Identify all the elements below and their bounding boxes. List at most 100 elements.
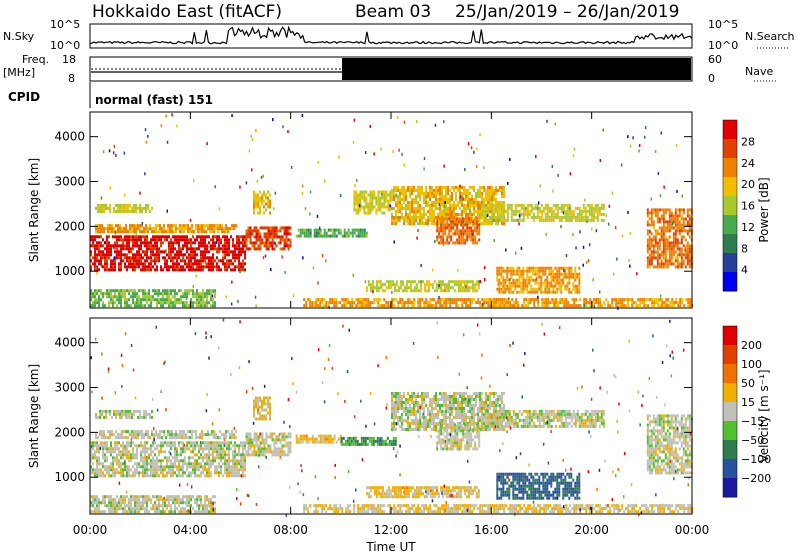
data-cell (265, 247, 268, 251)
data-cell (323, 228, 326, 232)
data-cell (684, 256, 687, 260)
data-cell (450, 235, 453, 239)
data-cell (161, 436, 163, 440)
data-cell (485, 189, 487, 192)
data-cell (174, 459, 176, 463)
data-cell (473, 298, 476, 302)
data-cell (172, 441, 174, 445)
data-cell (242, 259, 244, 263)
data-cell (466, 226, 469, 230)
data-cell (257, 202, 259, 206)
data-cell (565, 254, 568, 258)
data-cell (122, 462, 124, 466)
data-cell (208, 265, 210, 269)
data-cell (279, 241, 282, 245)
data-cell (520, 287, 523, 291)
data-cell (192, 235, 194, 239)
data-cell (110, 468, 112, 472)
data-cell (682, 217, 685, 221)
data-cell (520, 269, 523, 273)
data-cell (156, 468, 158, 472)
data-cell (132, 292, 134, 296)
data-cell (178, 241, 180, 245)
data-cell (240, 456, 242, 460)
data-cell (561, 298, 564, 302)
data-cell (415, 201, 417, 204)
data-cell (225, 436, 227, 440)
data-cell (112, 471, 114, 475)
data-cell (202, 256, 204, 260)
data-cell (409, 192, 411, 195)
data-cell (549, 301, 552, 305)
data-cell (98, 268, 100, 272)
data-cell (138, 253, 140, 257)
data-cell (242, 465, 244, 469)
data-cell (100, 244, 102, 248)
data-cell (646, 259, 649, 263)
data-cell (174, 268, 176, 272)
data-cell (112, 301, 114, 305)
data-cell (477, 283, 480, 287)
nsearch-tick-top: 10^5 (708, 18, 738, 31)
data-cell (562, 275, 565, 279)
data-cell (650, 220, 653, 224)
data-cell (112, 295, 114, 299)
data-cell (198, 259, 200, 263)
data-cell (191, 230, 193, 234)
data-cell (232, 474, 234, 478)
data-cell (309, 228, 312, 232)
power-data (90, 113, 694, 310)
data-cell (269, 226, 272, 230)
data-cell (313, 228, 316, 232)
data-cell (391, 207, 393, 210)
data-cell (238, 259, 240, 263)
data-cell (546, 281, 549, 285)
data-cell (134, 235, 136, 239)
data-cell (514, 281, 517, 285)
data-cell (196, 295, 198, 299)
data-cell (214, 292, 216, 296)
data-cell (417, 301, 420, 305)
data-cell (233, 224, 235, 228)
data-cell (114, 235, 116, 239)
data-cell (441, 213, 443, 216)
data-cell (130, 259, 132, 263)
data-cell (648, 241, 651, 245)
data-cell (313, 231, 316, 235)
data-cell (220, 241, 222, 245)
data-cell (419, 222, 421, 225)
data-cell (641, 301, 644, 305)
data-cell (659, 294, 662, 298)
data-cell (273, 207, 275, 211)
data-cell (212, 262, 214, 266)
data-cell (621, 301, 624, 305)
data-cell (174, 447, 176, 451)
data-cell (180, 295, 182, 299)
data-cell (538, 206, 541, 210)
data-cell (409, 201, 411, 204)
data-cell (161, 227, 163, 231)
data-cell (568, 290, 571, 294)
data-cell (398, 218, 400, 222)
data-cell (510, 266, 513, 270)
data-cell (363, 234, 366, 238)
data-cell (607, 222, 610, 226)
data-cell (359, 199, 362, 203)
data-cell (407, 189, 409, 192)
data-cell (666, 220, 669, 224)
data-cell (438, 241, 441, 245)
data-cell (162, 465, 164, 469)
data-cell (441, 195, 443, 198)
data-cell (343, 304, 346, 308)
data-cell (166, 465, 168, 469)
data-cell (259, 235, 262, 239)
data-cell (170, 241, 172, 245)
data-cell (460, 223, 463, 227)
data-cell (575, 304, 578, 308)
data-cell (96, 298, 98, 302)
data-cell (323, 234, 326, 238)
data-cell (566, 212, 569, 216)
data-cell (415, 289, 418, 293)
data-cell (186, 235, 188, 239)
